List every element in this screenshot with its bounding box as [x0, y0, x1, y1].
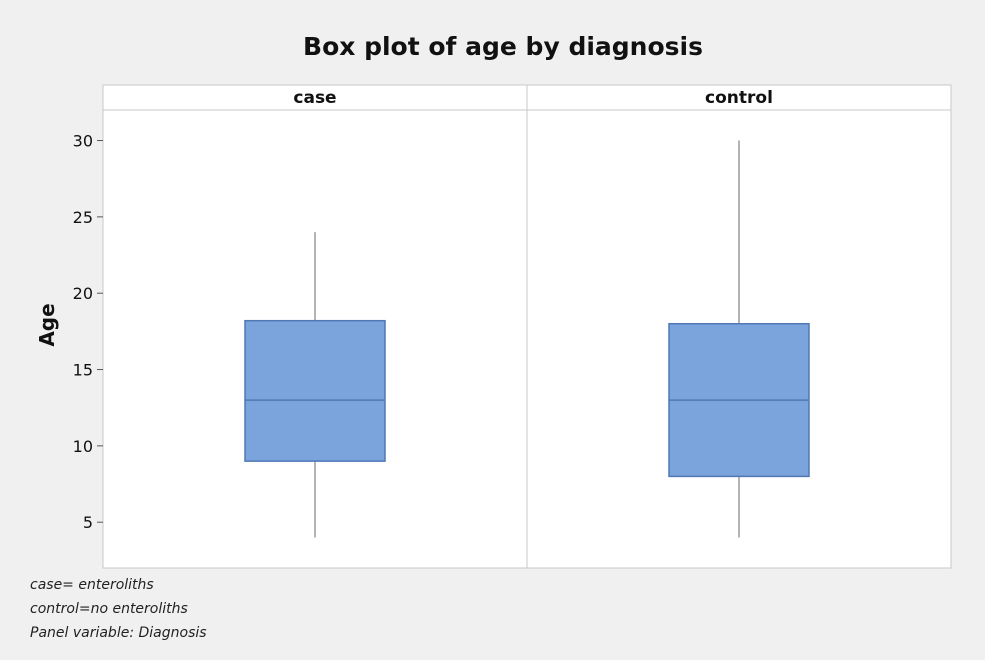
y-tick-label: 5 [83, 513, 93, 532]
panel-label-case: case [293, 88, 336, 108]
y-tick-label: 25 [73, 208, 93, 227]
footnote-panel-variable: Panel variable: Diagnosis [30, 625, 207, 641]
panel-label-control: control [705, 88, 773, 108]
y-tick-label: 10 [73, 437, 93, 456]
y-tick-label: 15 [73, 361, 93, 380]
box-case [244, 319, 386, 462]
chart-title: Box plot of age by diagnosis [303, 32, 703, 61]
footnote-control-definition: control=no enteroliths [30, 601, 188, 617]
y-tick-label: 30 [73, 132, 93, 151]
y-axis-label: Age [35, 303, 59, 346]
y-tick-label: 20 [73, 284, 93, 303]
chart-marks: 5 10 15 20 25 30 case control [73, 88, 810, 538]
footnote-case-definition: case= enteroliths [30, 577, 154, 593]
